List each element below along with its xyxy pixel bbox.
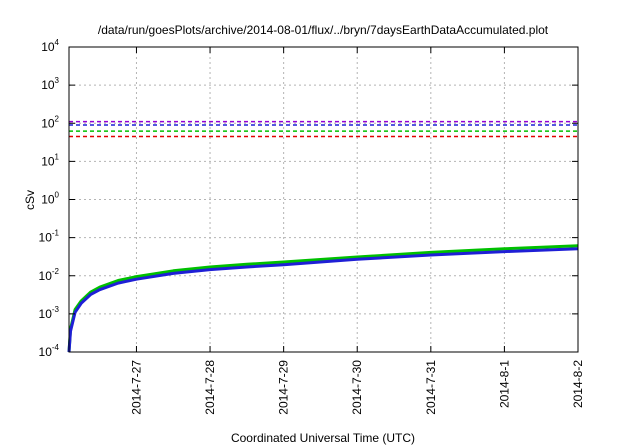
y-tick-base: 10 — [39, 345, 53, 359]
y-tick-exponent: 4 — [55, 38, 60, 47]
y-tick-base: 10 — [41, 193, 55, 207]
x-axis: 2014-7-27 2014-7-28 2014-7-29 2014-7-30 2014… — [129, 47, 585, 415]
series-lines — [67, 244, 579, 353]
y-tick-base: 10 — [39, 231, 53, 245]
y-tick-label: 10-4 — [39, 343, 60, 359]
x-axis-title: Coordinated Universal Time (UTC) — [231, 431, 415, 445]
y-tick-exponent: 1 — [55, 152, 60, 161]
x-tick-label: 2014-7-30 — [350, 360, 364, 415]
y-tick-label: 10-2 — [39, 267, 60, 283]
x-tick-label: 2014-7-29 — [277, 360, 291, 415]
x-tick-label: 2014-7-27 — [129, 360, 143, 415]
y-tick-exponent: -3 — [52, 305, 60, 314]
y-tick-label: 100 — [41, 191, 59, 207]
y-tick-label: 102 — [41, 114, 59, 130]
grid — [69, 47, 578, 352]
series-line — [67, 247, 579, 353]
y-tick-base: 10 — [39, 269, 53, 283]
x-tick-label: 2014-8-1 — [497, 360, 511, 408]
y-tick-label: 103 — [41, 76, 59, 92]
y-tick-exponent: -4 — [52, 343, 60, 352]
y-tick-label: 101 — [41, 152, 59, 168]
y-tick-exponent: -2 — [52, 267, 60, 276]
y-tick-base: 10 — [41, 116, 55, 130]
y-tick-base: 10 — [41, 154, 55, 168]
y-tick-exponent: 0 — [55, 191, 60, 200]
y-tick-base: 10 — [41, 40, 55, 54]
y-tick-exponent: -1 — [52, 229, 60, 238]
reference-lines — [69, 120, 578, 138]
y-axis-title: cSv — [23, 190, 37, 210]
chart-title: /data/run/goesPlots/archive/2014-08-01/f… — [98, 23, 549, 37]
y-tick-label: 104 — [41, 38, 59, 54]
x-tick-label: 2014-8-2 — [571, 360, 585, 408]
y-tick-base: 10 — [41, 78, 55, 92]
x-tick-label: 2014-7-28 — [203, 360, 217, 415]
y-tick-exponent: 2 — [55, 114, 60, 123]
y-tick-exponent: 3 — [55, 76, 60, 85]
y-tick-base: 10 — [39, 307, 53, 321]
y-tick-label: 10-1 — [39, 229, 60, 245]
x-tick-label: 2014-7-31 — [424, 360, 438, 415]
y-tick-label: 10-3 — [39, 305, 60, 321]
